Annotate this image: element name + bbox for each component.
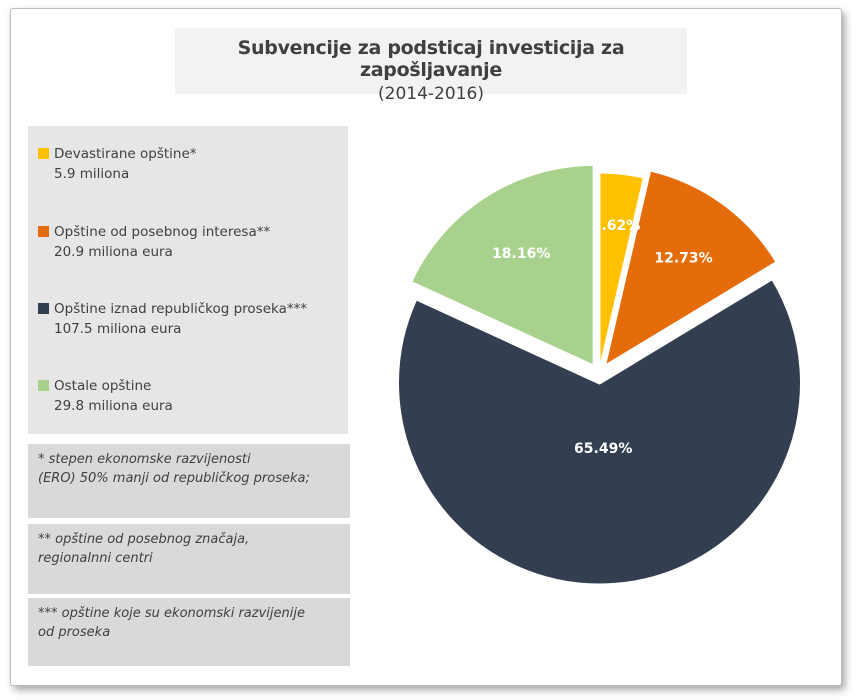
legend-value: 20.9 miliona eura [54, 244, 173, 260]
legend-label: Opštine iznad republičkog proseka*** [54, 301, 308, 317]
legend-item-devastirane: Devastirane opštine* 5.9 miliona [38, 144, 197, 184]
footnote-2: ** opštine od posebnog značaja, regional… [28, 524, 350, 594]
legend-swatch [38, 226, 49, 237]
footnote-line: (ERO) 50% manji od republičkog proseka; [38, 471, 310, 486]
footnote-line: ** opštine od posebnog značaja, [38, 532, 250, 547]
footnote-line: od proseka [38, 625, 111, 640]
legend-swatch [38, 303, 49, 314]
title-box: Subvencije za podsticaj investicija za z… [175, 28, 687, 104]
pie-slice [408, 162, 596, 369]
slice-percent-label: 12.73% [654, 250, 712, 266]
legend-value: 29.8 miliona eura [54, 398, 173, 414]
legend: Devastirane opštine* 5.9 miliona Opštine… [28, 126, 348, 434]
legend-swatch [38, 380, 49, 391]
legend-label: Opštine od posebnog interesa** [54, 224, 271, 240]
footnote-line: *** opštine koje su ekonomski razvijenij… [38, 606, 305, 621]
legend-value: 107.5 miliona eura [54, 321, 182, 337]
legend-item-posebnog-interesa: Opštine od posebnog interesa** 20.9 mili… [38, 222, 270, 262]
slice-percent-label: 65.49% [574, 441, 632, 457]
legend-label: Ostale opštine [54, 378, 152, 394]
legend-item-iznad-proseka: Opštine iznad republičkog proseka*** 107… [38, 299, 307, 339]
footnote-3: *** opštine koje su ekonomski razvijenij… [28, 598, 350, 666]
footnote-line: regionalnni centri [38, 551, 153, 566]
legend-value: 5.9 miliona [54, 166, 130, 182]
footnote-line: * stepen ekonomske razvijenosti [38, 452, 251, 467]
slice-percent-label: 18.16% [492, 246, 550, 262]
pie-slice [602, 168, 780, 370]
legend-swatch [38, 148, 49, 159]
chart-subtitle: (2014-2016) [378, 84, 484, 104]
slice-percent-label: 3.62% [592, 218, 641, 234]
pie-slice [396, 276, 803, 587]
chart-title: Subvencije za podsticaj investicija za z… [237, 37, 625, 81]
pie-chart: 3.62% 12.73% 65.49% 18.16% [396, 162, 803, 587]
footnote-1: * stepen ekonomske razvijenosti (ERO) 50… [28, 444, 350, 518]
legend-item-ostale: Ostale opštine 29.8 miliona eura [38, 376, 173, 416]
legend-label: Devastirane opštine* [54, 146, 197, 162]
pie-slice [597, 170, 647, 375]
